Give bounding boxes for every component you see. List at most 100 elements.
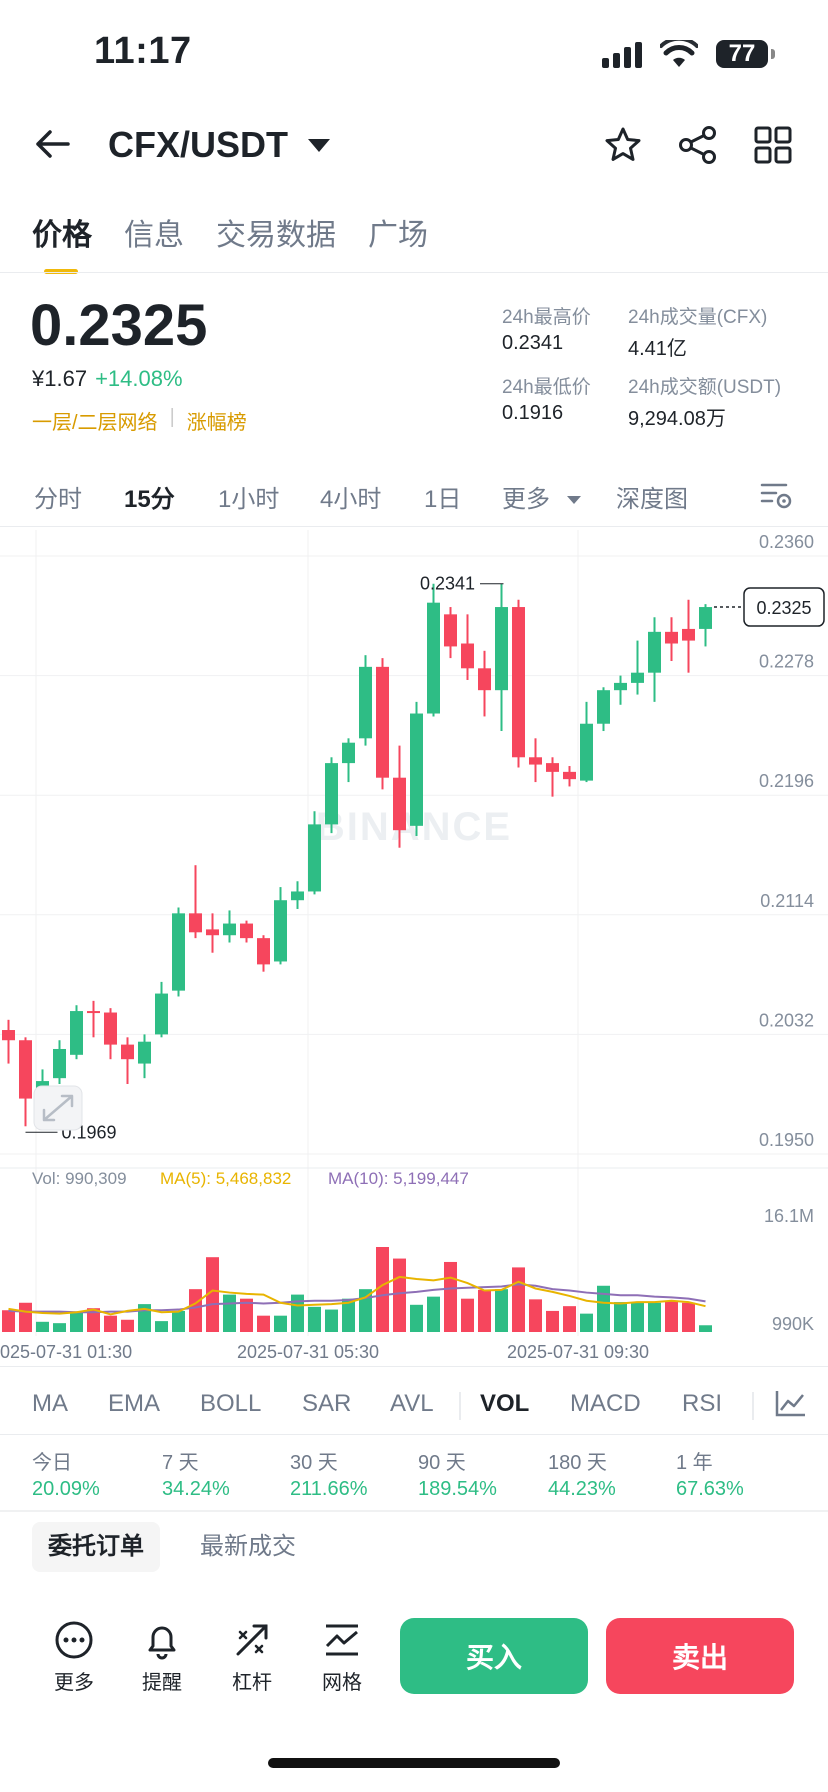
volume-bar bbox=[631, 1302, 644, 1332]
buy-button[interactable]: 买入 bbox=[400, 1618, 588, 1694]
candle-down bbox=[206, 929, 219, 936]
low-value: 0.1916 bbox=[502, 402, 564, 424]
volume-bar bbox=[427, 1296, 440, 1332]
candle-up bbox=[138, 1041, 151, 1064]
volume-bar bbox=[444, 1261, 457, 1332]
candle-down bbox=[682, 628, 695, 641]
perf-label-180d: 180 天 bbox=[548, 1452, 607, 1474]
indicator-macd[interactable]: MACD bbox=[570, 1390, 641, 1417]
indicator-vol[interactable]: VOL bbox=[480, 1390, 530, 1417]
pair-selector[interactable]: CFX/USDT bbox=[108, 124, 330, 166]
share-icon[interactable] bbox=[678, 126, 718, 164]
candle-down bbox=[478, 668, 491, 691]
interval-time-share[interactable]: 分时 bbox=[34, 485, 82, 513]
volume-bar bbox=[325, 1309, 338, 1332]
candle-down bbox=[444, 614, 457, 647]
volume-ma10-label: MA(10): 5,199,447 bbox=[328, 1169, 469, 1188]
volume-bar bbox=[614, 1302, 627, 1332]
candle-up bbox=[631, 672, 644, 683]
candle-up bbox=[410, 713, 423, 826]
volume-bar bbox=[53, 1323, 66, 1332]
candle-down bbox=[461, 643, 474, 669]
leverage-button[interactable]: 杠杆 bbox=[212, 1620, 292, 1695]
interval-depth[interactable]: 深度图 bbox=[616, 485, 688, 513]
interval-bar: 分时 15分 1小时 4小时 1日 更多 深度图 bbox=[0, 478, 828, 514]
volume-bar bbox=[546, 1310, 559, 1332]
candle-down bbox=[665, 631, 678, 644]
volume-bar bbox=[121, 1319, 134, 1332]
perf-value-today: 20.09% bbox=[32, 1478, 100, 1500]
grid-menu-icon[interactable] bbox=[754, 126, 792, 164]
volume-bar bbox=[682, 1302, 695, 1332]
candle-down bbox=[512, 607, 525, 758]
star-favorite-icon[interactable] bbox=[604, 126, 642, 164]
tab-trading-data[interactable]: 交易数据 bbox=[216, 219, 336, 252]
indicator-sar[interactable]: SAR bbox=[302, 1390, 352, 1417]
volume-bar bbox=[257, 1315, 270, 1332]
candle-up bbox=[325, 763, 338, 825]
grid-trading-label: 网格 bbox=[322, 1672, 362, 1694]
tab-latest-trades[interactable]: 最新成交 bbox=[200, 1533, 296, 1560]
last-price-tag bbox=[743, 587, 825, 627]
candle-up bbox=[614, 682, 627, 691]
candle-up bbox=[359, 666, 372, 739]
tab-open-orders[interactable]: 委托订单 bbox=[32, 1522, 160, 1572]
tab-price[interactable]: 价格 bbox=[32, 210, 92, 274]
expand-icon bbox=[42, 1094, 74, 1122]
volume-bar bbox=[580, 1313, 593, 1332]
indicator-avl[interactable]: AVL bbox=[390, 1390, 434, 1417]
pair-name: CFX/USDT bbox=[108, 124, 288, 165]
candle-down bbox=[376, 666, 389, 778]
volume-bar bbox=[478, 1289, 491, 1332]
indicator-ema[interactable]: EMA bbox=[108, 1390, 161, 1417]
interval-1h[interactable]: 1小时 bbox=[218, 485, 280, 513]
candle-down bbox=[240, 923, 253, 939]
volume-bar bbox=[529, 1299, 542, 1332]
volume-bar bbox=[410, 1304, 423, 1332]
more-dots-icon bbox=[55, 1621, 93, 1659]
candle-down bbox=[19, 1040, 32, 1099]
battery-indicator: 77 bbox=[716, 40, 775, 68]
back-arrow-icon[interactable] bbox=[34, 128, 70, 160]
status-time: 11:17 bbox=[94, 30, 192, 72]
perf-value-180d: 44.23% bbox=[548, 1478, 616, 1500]
volume-label: Vol: 990,309 bbox=[32, 1169, 127, 1188]
alert-button[interactable]: 提醒 bbox=[122, 1620, 202, 1695]
perf-value-7d: 34.24% bbox=[162, 1478, 230, 1500]
more-button[interactable]: 更多 bbox=[34, 1620, 114, 1695]
chart-settings-icon[interactable] bbox=[760, 480, 792, 510]
candle-up bbox=[699, 607, 712, 629]
volume-bar bbox=[223, 1294, 236, 1332]
sell-button[interactable]: 卖出 bbox=[606, 1618, 794, 1694]
x-axis-tick-label: 2025-07-31 05:30 bbox=[237, 1342, 379, 1360]
y-axis-tick-label: 0.2196 bbox=[759, 771, 814, 791]
tab-info[interactable]: 信息 bbox=[124, 219, 184, 252]
interval-more[interactable]: 更多 bbox=[502, 479, 581, 514]
indicator-separator bbox=[752, 1392, 754, 1420]
interval-15m[interactable]: 15分 bbox=[124, 485, 175, 513]
tag-gainers[interactable]: 涨幅榜 bbox=[186, 412, 247, 434]
candle-up bbox=[597, 690, 610, 724]
tab-square[interactable]: 广场 bbox=[368, 219, 428, 252]
volume-bar bbox=[512, 1267, 525, 1332]
volume-bar bbox=[376, 1247, 389, 1332]
volume-bar bbox=[36, 1321, 49, 1332]
indicator-rsi[interactable]: RSI bbox=[682, 1390, 723, 1417]
volume-bar bbox=[495, 1289, 508, 1332]
y-axis-tick-label: 0.2278 bbox=[759, 652, 814, 672]
indicator-settings-icon[interactable] bbox=[774, 1388, 808, 1418]
tag-separator: | bbox=[169, 406, 175, 428]
tag-layer-network[interactable]: 一层/二层网络 bbox=[32, 412, 158, 434]
price-cny: ¥1.67 bbox=[32, 366, 88, 391]
indicator-boll[interactable]: BOLL bbox=[200, 1390, 262, 1417]
price-chart[interactable]: 0.23600.22780.21960.21140.20320.1950BINA… bbox=[0, 528, 828, 1360]
caret-down-icon bbox=[566, 496, 581, 505]
indicator-ma[interactable]: MA bbox=[32, 1390, 68, 1417]
candle-down bbox=[546, 763, 559, 772]
candle-down bbox=[104, 1012, 117, 1045]
perf-label-7d: 7 天 bbox=[162, 1452, 199, 1474]
interval-1d[interactable]: 1日 bbox=[424, 485, 462, 513]
volume-bar bbox=[563, 1306, 576, 1332]
interval-4h[interactable]: 4小时 bbox=[320, 485, 382, 513]
grid-trading-button[interactable]: 网格 bbox=[302, 1620, 382, 1695]
